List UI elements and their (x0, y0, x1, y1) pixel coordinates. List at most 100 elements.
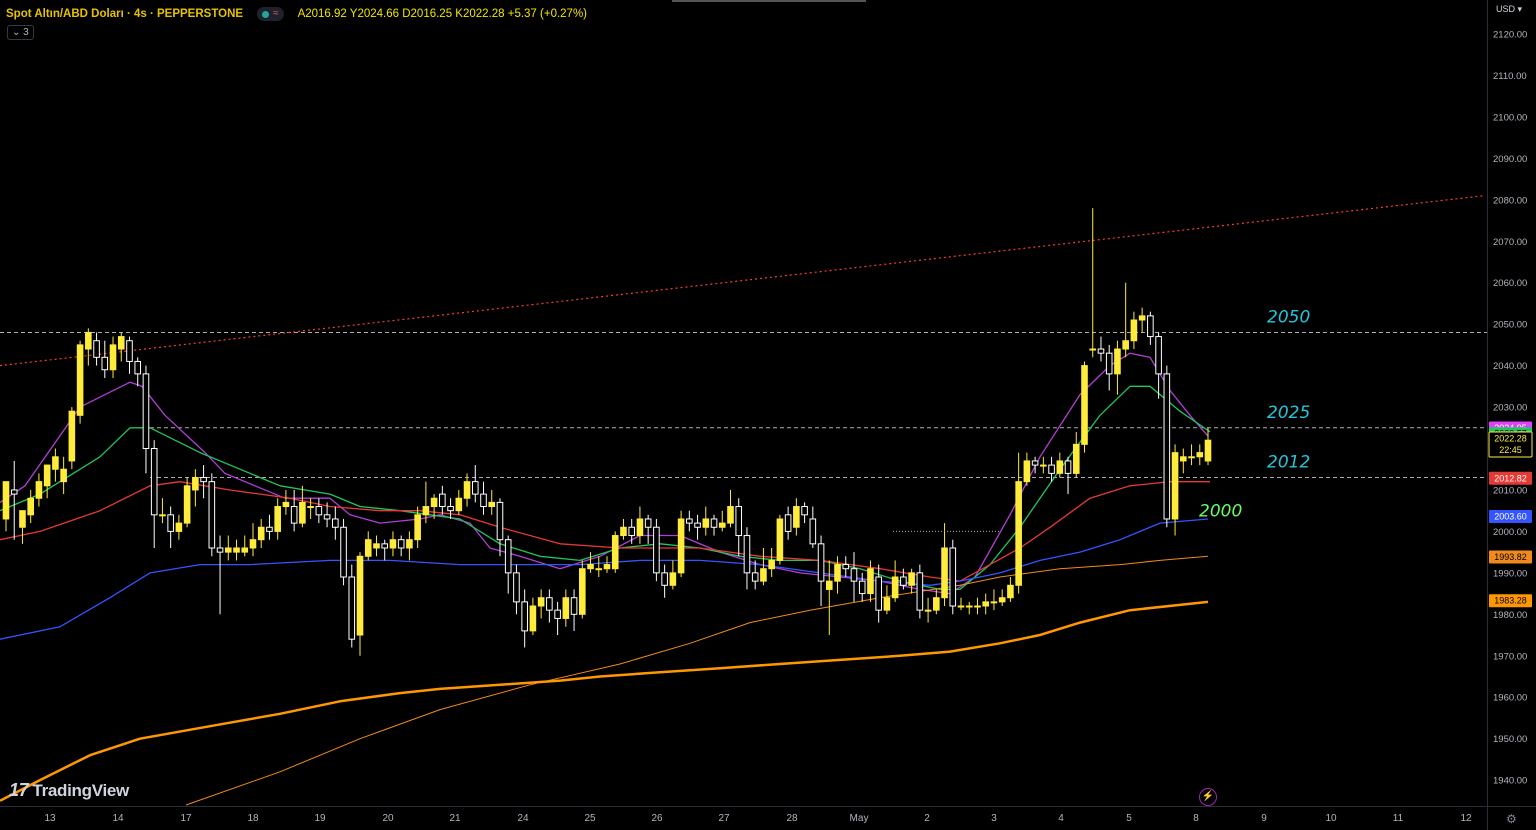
candle-down (447, 506, 454, 512)
candle-up (620, 526, 627, 537)
candle-up (579, 568, 586, 615)
candle-up (175, 522, 183, 532)
candle-up (85, 331, 92, 350)
candle-down (1163, 373, 1171, 520)
candle-down (1064, 460, 1072, 474)
candle-down (916, 572, 924, 611)
candle-down (801, 506, 808, 516)
level-annotation-label: 2050 (1267, 307, 1310, 327)
y-tick-label: 1980.00 (1493, 610, 1527, 621)
currency-selector[interactable]: USD ▾ (1496, 4, 1523, 14)
candle-up (463, 481, 471, 499)
moving-average-line (185, 555, 1209, 806)
candle-up (19, 510, 26, 528)
status-pill[interactable]: ≈ (257, 7, 284, 21)
candle-down (266, 526, 273, 532)
candle-up (1114, 348, 1121, 375)
candle-up (727, 506, 734, 524)
y-tick-label: 2060.00 (1493, 278, 1527, 289)
candle-up (76, 344, 84, 416)
x-tick-label: 14 (112, 813, 124, 824)
candle-up (1015, 481, 1022, 586)
x-tick-label: 12 (1460, 813, 1472, 824)
candle-down (900, 576, 907, 586)
candle-up (241, 547, 249, 553)
lightning-icon[interactable]: ⚡ (1199, 788, 1217, 806)
candle-up (718, 522, 726, 528)
candle-up (965, 605, 973, 608)
candle-up (1122, 340, 1129, 350)
trendline (0, 195, 1485, 367)
y-tick-label: 1960.00 (1493, 693, 1527, 704)
candle-down (570, 597, 578, 615)
candle-down (875, 576, 882, 611)
candle-up (414, 514, 421, 541)
candle-up (356, 555, 364, 636)
candle-down (150, 448, 158, 516)
candle-up (702, 518, 710, 528)
candle-down (1147, 315, 1154, 338)
candle-up (257, 526, 265, 541)
moving-average-line (0, 352, 1209, 595)
symbol-title[interactable]: Spot Altın/ABD Doları · 4s · PEPPERSTONE (6, 8, 244, 20)
price-tag-label: 2003.60 (1494, 511, 1527, 521)
candle-up (1072, 443, 1080, 474)
y-tick-label: 1990.00 (1493, 568, 1527, 579)
moving-average-line (0, 481, 1210, 582)
gear-icon[interactable]: ⚙ (1506, 812, 1517, 826)
candle-down (208, 481, 216, 549)
x-tick-label: 2 (924, 813, 930, 824)
candle-down (93, 340, 100, 358)
candle-up (603, 564, 611, 570)
candle-down (496, 501, 504, 541)
candle-down (471, 481, 479, 495)
indicator-toggle-button[interactable]: ⌄ 3 (7, 25, 34, 40)
candle-down (751, 572, 759, 582)
candle-down (1155, 336, 1162, 375)
candle-up (883, 597, 891, 611)
y-tick-label: 2010.00 (1493, 485, 1527, 496)
candle-up (373, 543, 380, 549)
top-drag-handle[interactable] (672, 0, 866, 2)
candle-up (249, 539, 257, 549)
candle-up (406, 539, 413, 549)
y-tick-label: 2040.00 (1493, 361, 1527, 372)
candle-up (1040, 464, 1047, 467)
candle-up (776, 518, 784, 561)
candle-down (340, 526, 347, 578)
candle-up (908, 572, 915, 586)
candle-up (891, 576, 899, 599)
candle-down (809, 518, 817, 545)
candle-up (1023, 460, 1031, 483)
candle-up (998, 597, 1006, 603)
moving-average-line (0, 600, 1209, 802)
candle-up (760, 568, 767, 582)
candle-down (397, 539, 405, 549)
candle-down (735, 506, 743, 537)
price-tag-label: 1983.28 (1494, 596, 1527, 606)
candle-down (554, 609, 561, 619)
candle-up (793, 506, 800, 528)
candle-up (2, 481, 10, 520)
candle-down (644, 518, 652, 528)
tradingview-logo[interactable]: 17 TradingView (9, 780, 129, 801)
candle-down (784, 514, 792, 532)
candle-up (1196, 452, 1204, 458)
candle-down (101, 356, 109, 371)
candle-down (1031, 460, 1039, 466)
candle-down (743, 535, 751, 574)
candle-up (35, 481, 43, 499)
x-tick-label: 8 (1193, 813, 1199, 824)
currency-label: USD (1496, 4, 1516, 14)
candle-down (628, 526, 635, 537)
x-tick-label: 4 (1058, 813, 1064, 824)
candle-down (439, 493, 446, 508)
y-tick-label: 2050.00 (1493, 320, 1527, 331)
candle-up (1204, 439, 1212, 462)
countdown-label: 22:45 (1499, 445, 1522, 455)
price-tag (1489, 509, 1532, 523)
x-tick-label: 21 (449, 813, 461, 824)
price-tag-label: 2022.28 (1494, 434, 1527, 444)
x-tick-label: 27 (718, 813, 730, 824)
